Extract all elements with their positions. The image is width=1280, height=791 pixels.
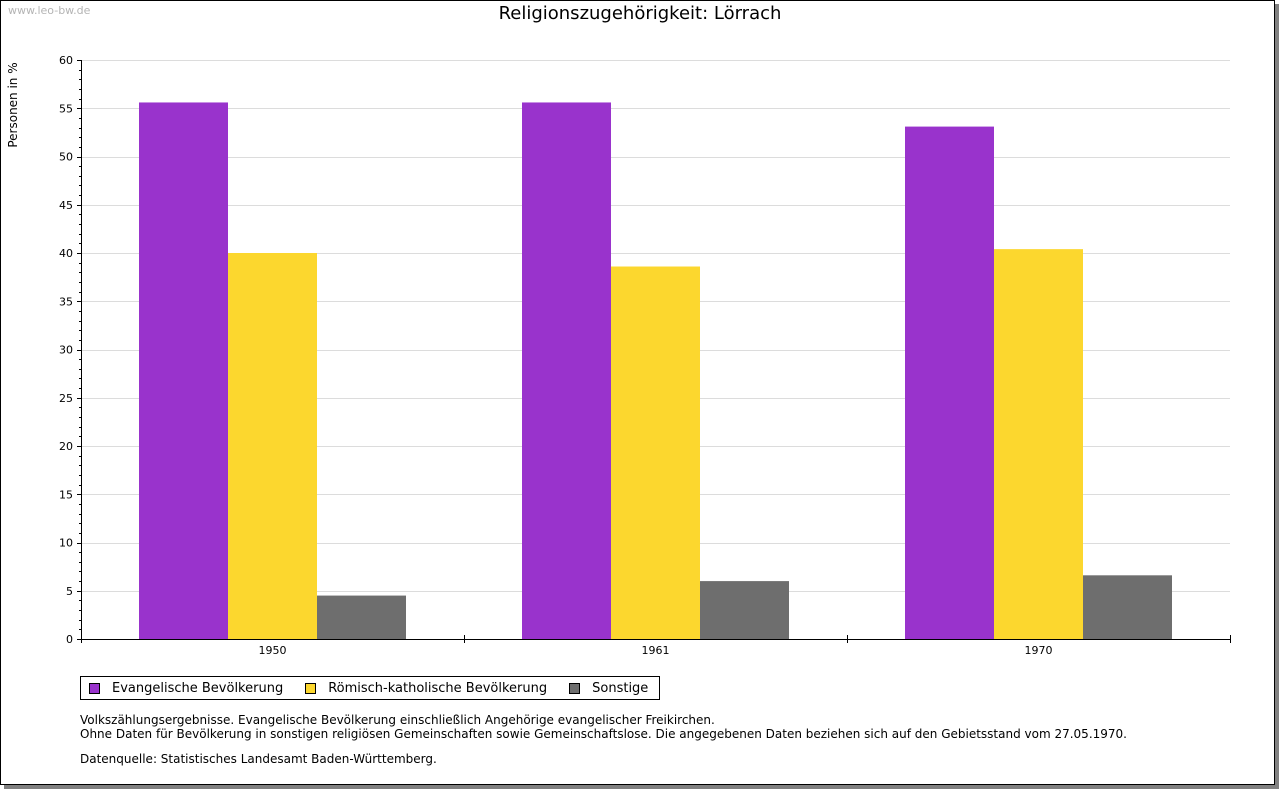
y-tick-label: 45	[59, 199, 73, 212]
y-tick-label: 40	[59, 247, 73, 260]
x-tick-label: 1970	[1025, 644, 1053, 657]
legend-item-sonstige: Sonstige	[569, 681, 648, 696]
x-tick-label: 1961	[642, 644, 670, 657]
data-source: Datenquelle: Statistisches Landesamt Bad…	[80, 752, 437, 766]
x-tick-label: 1950	[259, 644, 287, 657]
legend-swatch-evangelisch	[89, 682, 100, 694]
y-tick-label: 30	[59, 344, 73, 357]
y-tick-label: 50	[59, 151, 73, 164]
chart-title: Religionszugehörigkeit: Lörrach	[498, 3, 782, 24]
y-tick-label: 20	[59, 440, 73, 453]
bar-1961-1	[522, 102, 611, 639]
notes-line-1: Volkszählungsergebnisse. Evangelische Be…	[80, 713, 715, 727]
y-tick-label: 5	[66, 585, 73, 598]
bar-1961-2	[611, 266, 700, 639]
y-tick-label: 55	[59, 102, 73, 115]
legend-label-sonstige: Sonstige	[592, 680, 649, 696]
y-tick-label: 0	[66, 633, 73, 646]
y-tick-label: 35	[59, 295, 73, 308]
bar-1970-1	[905, 126, 994, 639]
legend-swatch-katholisch	[305, 682, 317, 694]
bar-1970-2	[994, 249, 1083, 639]
bar-1950-1	[139, 102, 228, 639]
legend-label-evangelisch: Evangelische Bevölkerung	[112, 680, 284, 696]
legend-item-katholisch: Römisch-katholische Bevölkerung	[305, 681, 547, 696]
bar-1950-2	[228, 253, 317, 639]
bar-1970-3	[1083, 575, 1172, 639]
legend-label-katholisch: Römisch-katholische Bevölkerung	[328, 680, 548, 696]
bar-1961-3	[700, 581, 789, 639]
legend-item-evangelisch: Evangelische Bevölkerung	[89, 681, 283, 696]
legend: Evangelische Bevölkerung Römisch-katholi…	[80, 676, 661, 700]
y-tick-label: 10	[59, 537, 73, 550]
watermark: www.leo-bw.de	[8, 4, 91, 17]
notes-line-2: Ohne Daten für Bevölkerung in sonstigen …	[80, 727, 1127, 741]
y-tick-label: 60	[59, 54, 73, 67]
legend-swatch-sonstige	[569, 682, 581, 694]
bar-1950-3	[317, 595, 406, 639]
y-tick-label: 25	[59, 392, 73, 405]
y-tick-label: 15	[59, 488, 73, 501]
chart-notes: Volkszählungsergebnisse. Evangelische Be…	[80, 713, 1127, 741]
